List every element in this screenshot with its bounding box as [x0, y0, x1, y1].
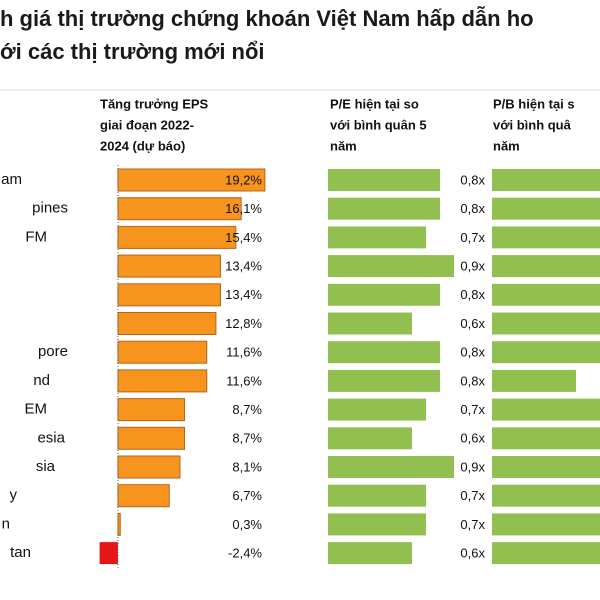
bar: [117, 484, 170, 508]
bar: [117, 312, 217, 335]
row-label: n: [2, 515, 10, 532]
value-label: 11,6%: [226, 373, 262, 388]
bar: [492, 255, 600, 278]
row-label: y: [10, 487, 18, 504]
bar: [492, 283, 600, 306]
bar: [117, 340, 208, 364]
bar: [328, 255, 454, 278]
bar: [328, 484, 426, 507]
value-label: 11,6%: [226, 345, 262, 360]
bar: [492, 341, 600, 364]
value-label: 8,7%: [232, 402, 262, 417]
bar: [492, 226, 600, 249]
value-label: 0,7x: [460, 517, 485, 532]
row-label: pines: [32, 200, 68, 217]
bar: [117, 426, 186, 450]
row-label: am: [1, 171, 22, 188]
bar: [328, 398, 426, 421]
bar: [117, 369, 208, 393]
value-label: 0,9x: [460, 459, 485, 474]
bar: [117, 254, 221, 278]
row-label: sia: [36, 458, 56, 475]
value-label: 15,4%: [225, 230, 262, 245]
bar: [492, 427, 600, 450]
bar: [492, 169, 600, 191]
column-header: P/E hiện tại so: [330, 96, 419, 111]
column-header: năm: [330, 138, 357, 153]
bar: [328, 197, 440, 220]
value-label: 0,7x: [460, 230, 485, 245]
value-label: 0,7x: [460, 402, 485, 417]
row-label: EM: [25, 401, 48, 418]
chart-title: h giá thị trường chứng khoán Việt Nam hấ…: [0, 6, 534, 31]
bar: [492, 542, 600, 565]
value-label: 12,8%: [225, 316, 262, 331]
bar: [328, 169, 440, 191]
bar: [117, 197, 242, 221]
bar: [492, 456, 600, 478]
value-label: 0,6x: [460, 546, 485, 561]
chart-title: ới các thị trường mới nổi: [0, 39, 265, 64]
column-header: P/B hiện tại s: [493, 96, 575, 111]
bar: [492, 513, 600, 536]
value-label: 8,1%: [232, 459, 262, 474]
bar: [492, 484, 600, 507]
bar: [328, 456, 454, 478]
row-label: esia: [37, 429, 65, 446]
value-label: 0,8x: [460, 172, 485, 187]
row-label: nd: [33, 372, 50, 389]
bar: [117, 283, 221, 307]
column-header: năm: [493, 138, 520, 153]
row-label: FM: [25, 228, 47, 245]
bar: [99, 542, 118, 565]
bar: [328, 513, 426, 536]
bar: [328, 312, 412, 335]
value-label: 0,3%: [232, 517, 262, 532]
value-label: 0,8x: [460, 345, 485, 360]
bar: [328, 427, 412, 450]
bar: [492, 369, 576, 392]
bar: [117, 225, 237, 249]
column-header: giai đoạn 2022-: [100, 117, 194, 132]
value-label: 8,7%: [232, 431, 262, 446]
bar: [117, 512, 121, 536]
bar: [492, 312, 600, 335]
bar: [492, 197, 600, 220]
bar: [117, 398, 186, 422]
value-label: 0,6x: [460, 316, 485, 331]
value-label: 6,7%: [232, 488, 262, 503]
row-label: tan: [10, 544, 31, 561]
value-label: 0,7x: [460, 488, 485, 503]
bar: [328, 283, 440, 306]
bar: [328, 369, 440, 392]
bar: [328, 542, 412, 565]
value-label: 0,9x: [460, 259, 485, 274]
bar: [328, 341, 440, 364]
column-header: với bình quâ: [493, 117, 572, 132]
value-label: 16,1%: [225, 201, 262, 216]
value-label: 0,8x: [460, 373, 485, 388]
value-label: 13,4%: [225, 259, 262, 274]
value-label: 0,8x: [460, 287, 485, 302]
value-label: 19,2%: [225, 172, 262, 187]
bar: [492, 398, 600, 421]
column-header: 2024 (dự báo): [100, 138, 185, 153]
value-label: -2,4%: [228, 546, 262, 561]
value-label: 0,8x: [460, 201, 485, 216]
value-label: 13,4%: [225, 287, 262, 302]
value-label: 0,6x: [460, 431, 485, 446]
column-header: Tăng trưởng EPS: [100, 96, 209, 111]
row-label: pore: [38, 343, 68, 360]
bar: [328, 226, 426, 249]
bar: [117, 455, 181, 479]
column-header: với bình quân 5: [330, 117, 427, 132]
